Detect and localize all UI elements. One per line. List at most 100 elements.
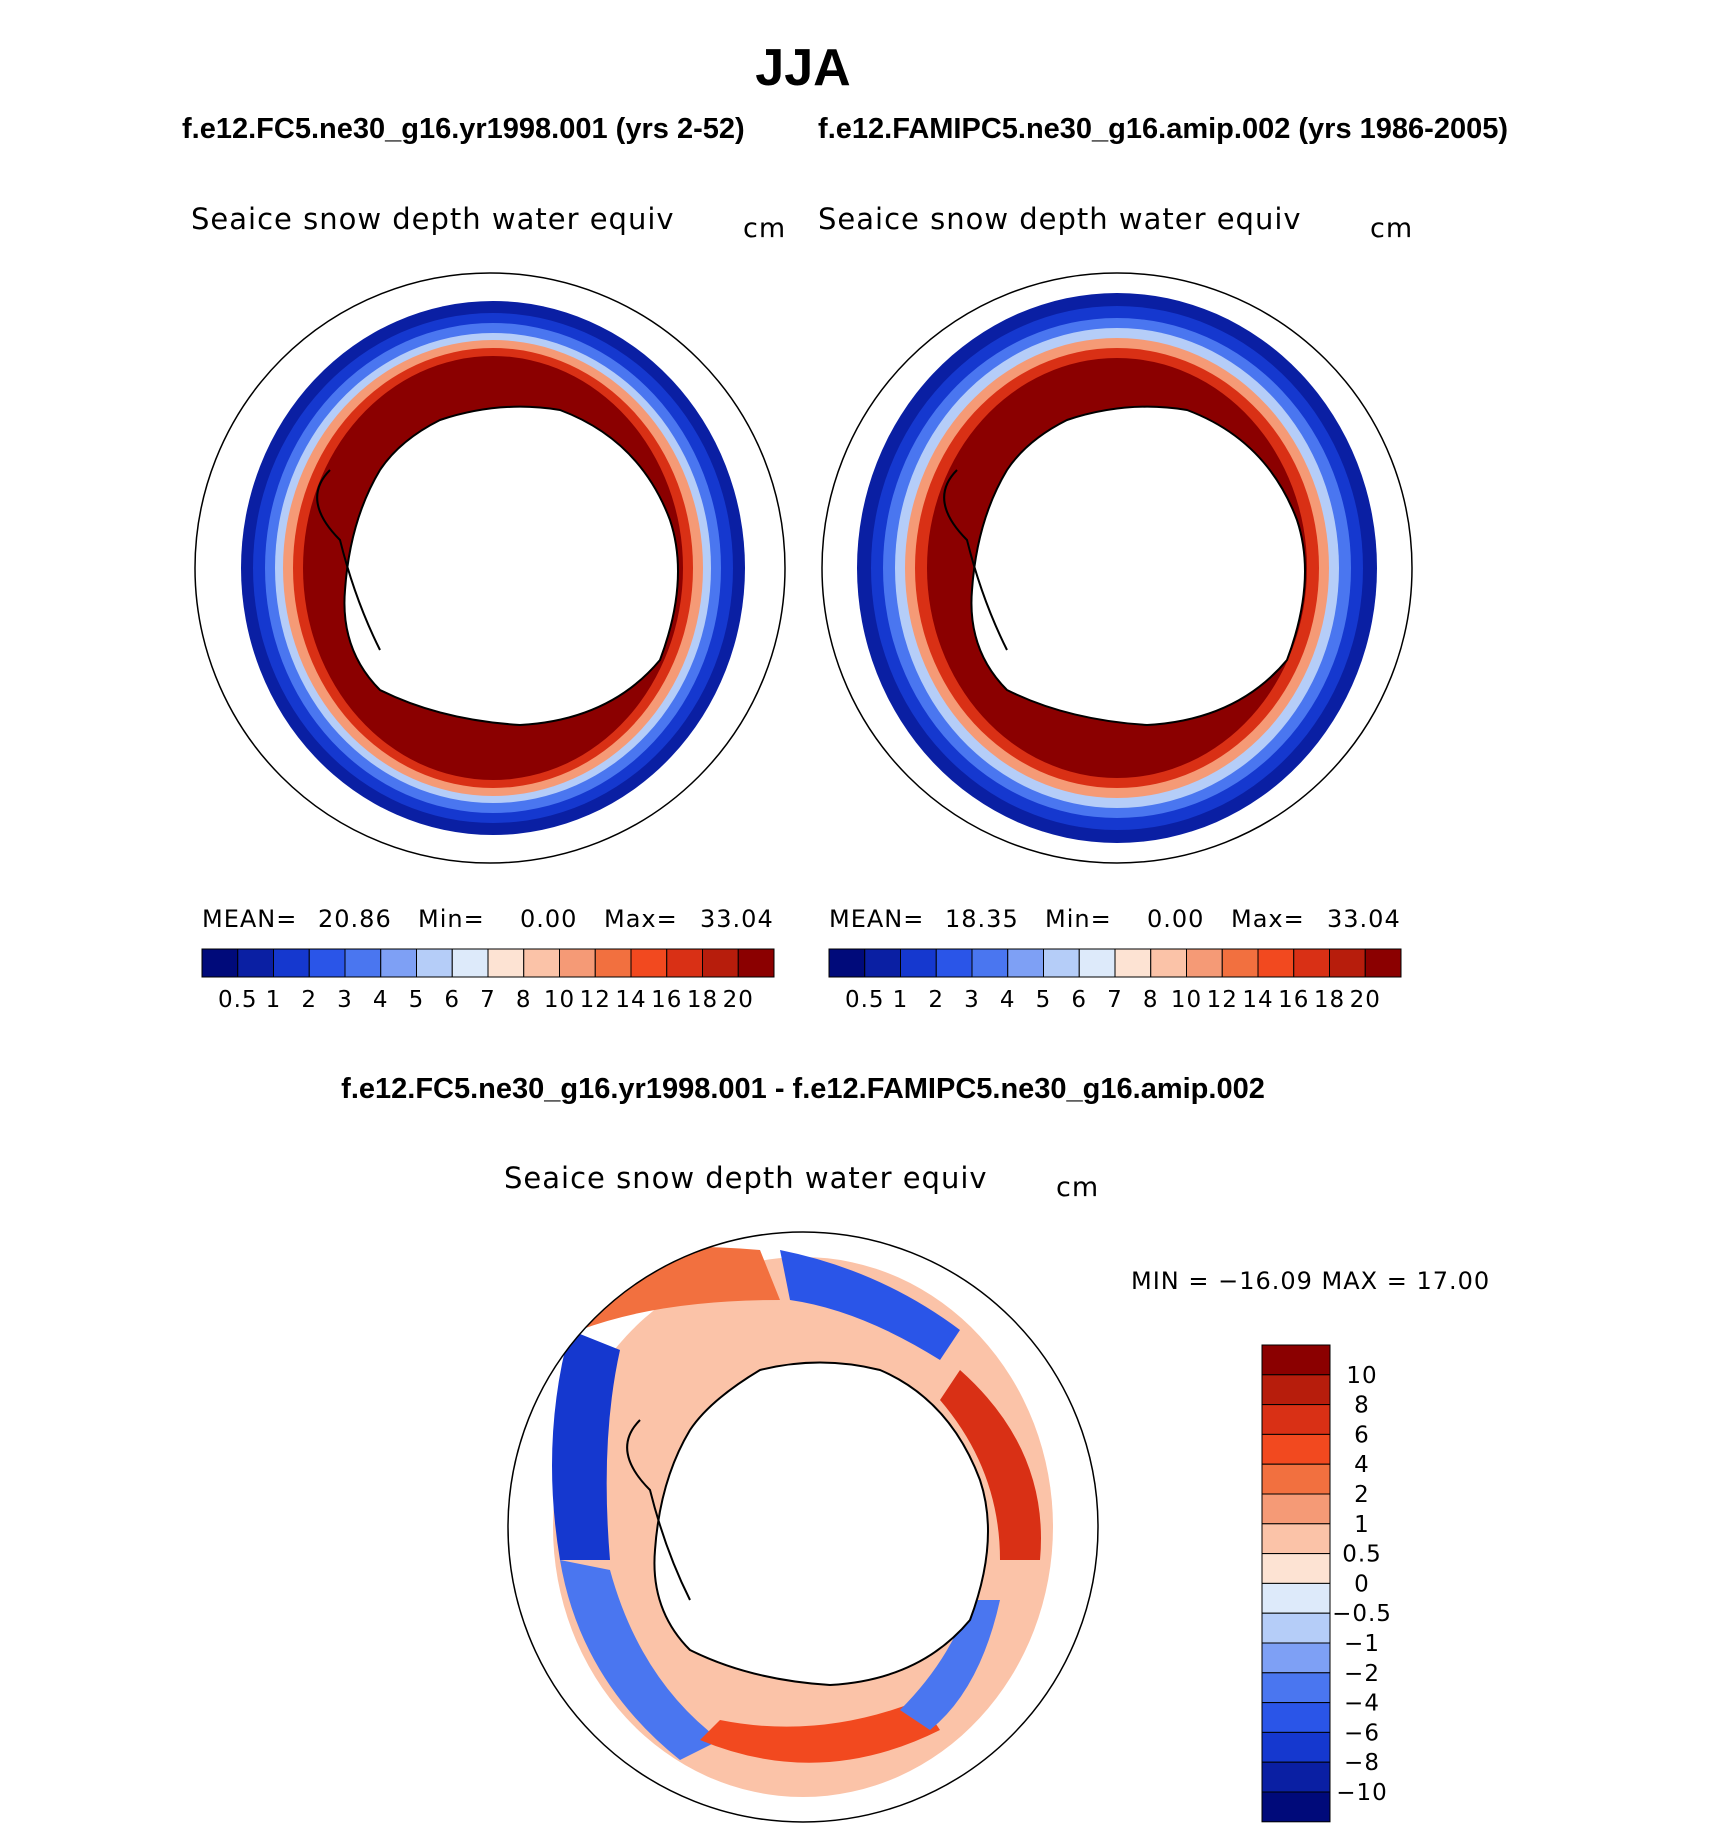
panel-left-colorbar-label: 4: [373, 987, 389, 1013]
panel-right-min-value: 0.00: [1147, 905, 1204, 933]
panel-right-mean-label: MEAN=: [829, 905, 924, 933]
panel-left-min-label: Min=: [418, 905, 485, 933]
panel-right-colorbar-label: 10: [1171, 987, 1202, 1013]
panel-right-colorbar-swatch: [1114, 948, 1152, 978]
diff-colorbar-swatch: [1261, 1553, 1331, 1584]
panel-right-colorbar-swatch: [1043, 948, 1080, 978]
diff-colorbar-label: −1: [1344, 1631, 1380, 1657]
panel-left-colorbar-label: 5: [409, 987, 425, 1013]
diff-colorbar-swatch: [1261, 1672, 1331, 1704]
diff-colorbar-label: −8: [1344, 1750, 1380, 1776]
panel-left-colorbar-swatch: [559, 948, 596, 978]
panel-left-map: [241, 301, 745, 835]
panel-left-colorbar-swatch: [594, 948, 632, 978]
panel-left-colorbar: 0.5 1 2 3 4 5 6 7 8 10 12 14 16 18 20: [201, 948, 775, 1013]
panel-right-colorbar-label: 18: [1314, 987, 1345, 1013]
diff-colorbar-swatch: [1261, 1612, 1331, 1644]
diff-colorbar-label: 8: [1354, 1393, 1370, 1419]
panel-left-colorbar-label: 6: [444, 987, 460, 1013]
diff-colorbar-swatch: [1261, 1582, 1331, 1614]
diff-panel-units: cm: [1056, 1172, 1099, 1203]
panel-left-variable: Seaice snow depth water equiv: [191, 202, 675, 236]
panel-right-colorbar-label: 20: [1350, 987, 1381, 1013]
panel-right-map-border: [821, 272, 1413, 864]
diff-colorbar-swatch: [1261, 1731, 1331, 1763]
panel-right-colorbar-label: 12: [1207, 987, 1238, 1013]
panel-right-colorbar-label: 4: [1000, 987, 1016, 1013]
panel-right-colorbar-label: 5: [1036, 987, 1052, 1013]
diff-colorbar-label: 1: [1354, 1512, 1370, 1538]
panel-right-colorbar-swatch: [1186, 948, 1223, 978]
panel-right-colorbar-swatch: [828, 948, 866, 978]
diff-panel-title: f.e12.FC5.ne30_g16.yr1998.001 - f.e12.FA…: [341, 1073, 1265, 1105]
panel-left-min-value: 0.00: [520, 905, 577, 933]
panel-left-colorbar-swatch: [666, 948, 703, 978]
panel-left-mean-value: 20.86: [318, 905, 392, 933]
panel-right-mean-value: 18.35: [945, 905, 1019, 933]
panel-left-colorbar-label: 8: [516, 987, 532, 1013]
panel-right-colorbar-swatch: [900, 948, 937, 978]
panel-left-colorbar-swatch: [737, 948, 775, 978]
diff-colorbar-label: −4: [1344, 1691, 1380, 1717]
diff-colorbar-label: 4: [1354, 1452, 1370, 1478]
panel-right-units: cm: [1370, 213, 1413, 244]
panel-right-colorbar-label: 8: [1143, 987, 1159, 1013]
panel-left-run-title: f.e12.FC5.ne30_g16.yr1998.001 (yrs 2-52): [182, 113, 745, 145]
panel-right-max-value: 33.04: [1327, 905, 1401, 933]
panel-left-colorbar-swatch: [702, 948, 739, 978]
panel-right-colorbar: 0.5 1 2 3 4 5 6 7 8 10 12 14 16 18 20: [828, 948, 1402, 1013]
panel-right-stats: MEAN= 18.35 Min= 0.00 Max= 33.04: [829, 905, 1401, 933]
diff-colorbar-swatch: [1261, 1433, 1331, 1465]
diff-colorbar-swatch: [1261, 1404, 1331, 1435]
panel-left: Seaice snow depth water equiv cm MEAN= 2…: [191, 202, 786, 1013]
panel-left-colorbar-swatch: [630, 948, 668, 978]
diff-colorbar-swatch: [1261, 1463, 1331, 1495]
panel-left-colorbar-swatch: [201, 948, 239, 978]
panel-left-units: cm: [743, 213, 786, 244]
panel-right-colorbar-swatch: [935, 948, 973, 978]
diff-colorbar-swatch: [1261, 1791, 1331, 1823]
panel-right-colorbar-label: 7: [1107, 987, 1123, 1013]
main-title: JJA: [755, 39, 850, 97]
panel-left-colorbar-label: 3: [337, 987, 353, 1013]
panel-right-colorbar-label: 16: [1278, 987, 1309, 1013]
panel-right-colorbar-label: 0.5: [845, 987, 885, 1013]
diff-colorbar-swatch: [1261, 1761, 1331, 1793]
panel-right-colorbar-swatch: [1007, 948, 1044, 978]
panel-left-map-border: [194, 272, 786, 864]
panel-left-colorbar-swatch: [451, 948, 489, 978]
panel-left-colorbar-label: 7: [480, 987, 496, 1013]
panel-right-min-label: Min=: [1045, 905, 1112, 933]
diff-panel-variable: Seaice snow depth water equiv: [504, 1161, 988, 1195]
panel-left-colorbar-label: 12: [580, 987, 611, 1013]
panel-left-max-value: 33.04: [700, 905, 774, 933]
diff-panel-map-border: [507, 1231, 1099, 1823]
diff-colorbar-swatch: [1261, 1523, 1331, 1555]
diff-panel-minmax: MIN = −16.09 MAX = 17.00: [1131, 1267, 1490, 1295]
diff-colorbar-label: −10: [1336, 1780, 1388, 1806]
panel-right-colorbar-swatch: [1150, 948, 1187, 978]
panel-left-mean-label: MEAN=: [202, 905, 297, 933]
panel-left-colorbar-swatch: [237, 948, 274, 978]
panel-right-colorbar-swatch: [1329, 948, 1366, 978]
diff-colorbar-label: 0.5: [1342, 1542, 1382, 1568]
panel-right-colorbar-swatch: [1078, 948, 1116, 978]
panel-left-stats: MEAN= 20.86 Min= 0.00 Max= 33.04: [202, 905, 774, 933]
panel-left-colorbar-label: 2: [301, 987, 317, 1013]
panel-right-colorbar-label: 1: [893, 987, 909, 1013]
panel-right-colorbar-swatch: [971, 948, 1009, 978]
panel-right-map: [857, 293, 1377, 843]
diff-colorbar-label: 10: [1346, 1363, 1377, 1389]
panel-right-run-title: f.e12.FAMIPC5.ne30_g16.amip.002 (yrs 198…: [818, 113, 1508, 145]
panel-left-colorbar-label: 0.5: [218, 987, 258, 1013]
panel-left-colorbar-swatch: [273, 948, 310, 978]
panel-right-colorbar-swatch: [864, 948, 901, 978]
diff-colorbar-swatch: [1261, 1493, 1331, 1525]
panel-left-colorbar-swatch: [308, 948, 346, 978]
panel-left-colorbar-swatch: [344, 948, 382, 978]
panel-right-colorbar-label: 6: [1071, 987, 1087, 1013]
diff-colorbar: 10 8 6 4 2 1 0.5 0 −0.5 −1 −2 −4 −6 −8 −10: [1261, 1344, 1391, 1823]
panel-right-colorbar-swatch: [1221, 948, 1259, 978]
panel-right-colorbar-label: 2: [928, 987, 944, 1013]
